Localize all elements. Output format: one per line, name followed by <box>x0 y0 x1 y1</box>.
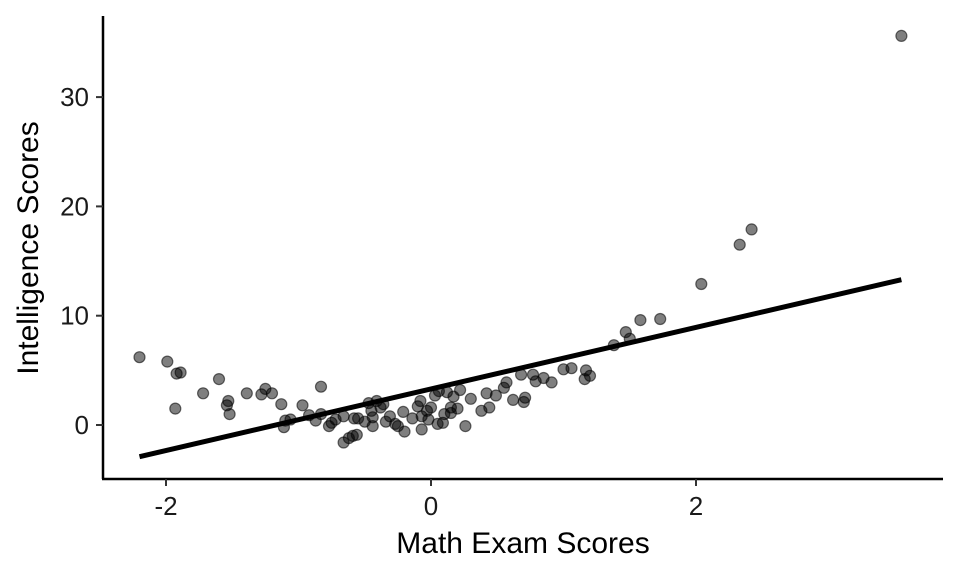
data-point <box>489 389 502 402</box>
data-point <box>634 314 647 327</box>
data-point <box>169 402 182 415</box>
data-point <box>133 351 146 364</box>
data-point <box>414 394 427 408</box>
data-point <box>895 29 908 43</box>
y-axis-title: Intelligence Scores <box>12 121 45 374</box>
data-point <box>733 238 746 251</box>
x-tick-label: 2 <box>689 491 703 521</box>
x-axis-ticks: -2 0 2 <box>154 479 703 521</box>
data-point <box>464 392 477 405</box>
x-axis: -2 0 2 <box>102 477 943 521</box>
data-point <box>695 277 708 291</box>
y-tick-label: 0 <box>75 410 89 440</box>
data-point <box>454 383 467 397</box>
data-point <box>174 366 187 379</box>
data-point <box>654 312 667 326</box>
data-point <box>240 387 253 400</box>
y-tick-label: 30 <box>60 82 89 112</box>
y-tick-label: 10 <box>60 301 89 331</box>
data-point <box>565 362 578 375</box>
data-points <box>133 29 908 449</box>
data-point <box>265 387 279 400</box>
x-axis-title: Math Exam Scores <box>396 527 649 560</box>
x-tick-label: -2 <box>154 491 177 521</box>
x-tick-label: 0 <box>424 491 438 521</box>
data-point <box>424 401 438 414</box>
data-point <box>212 373 226 386</box>
y-axis-ticks: 0 10 20 30 <box>60 82 103 440</box>
data-point <box>350 428 363 441</box>
data-point <box>545 376 558 389</box>
data-point <box>506 393 520 406</box>
y-axis: 0 10 20 30 <box>60 16 105 479</box>
data-point <box>161 355 174 368</box>
data-point <box>451 402 464 415</box>
data-point <box>518 391 532 404</box>
data-point <box>745 223 758 236</box>
regression-line <box>138 277 902 460</box>
data-point <box>500 376 513 389</box>
data-point <box>398 425 411 438</box>
data-point <box>296 399 309 412</box>
data-point <box>583 369 597 382</box>
data-point <box>366 420 379 433</box>
data-point <box>483 401 496 414</box>
data-point <box>415 423 428 436</box>
data-point <box>314 380 328 393</box>
data-point <box>197 387 210 400</box>
data-point <box>223 408 236 421</box>
data-point <box>397 405 410 418</box>
data-point <box>275 398 288 411</box>
y-tick-label: 20 <box>60 191 89 221</box>
data-point <box>459 420 472 433</box>
